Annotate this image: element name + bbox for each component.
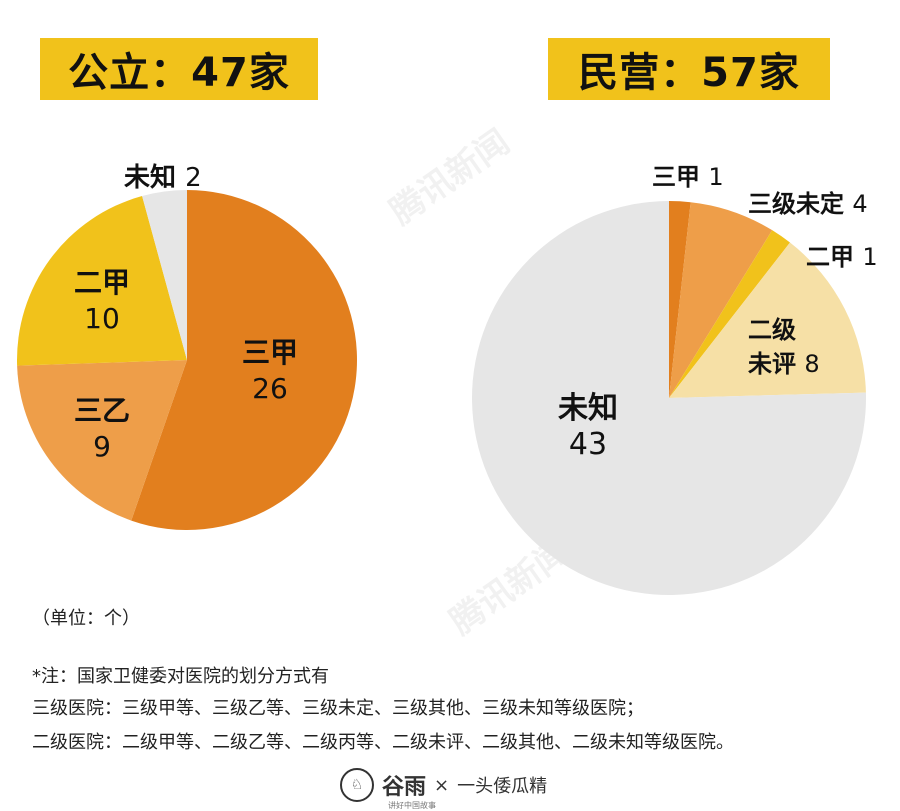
slice-value: 8 xyxy=(804,350,819,378)
pie-slice xyxy=(142,190,187,360)
note-line: 二级医院：二级甲等、二级乙等、二级丙等、二级未评、二级其他、二级未知等级医院。 xyxy=(32,732,734,753)
slice-value: 1 xyxy=(862,243,877,271)
slice-label: 二甲 1 xyxy=(806,243,878,271)
brand-subtitle: 讲好中国故事 xyxy=(388,801,436,810)
pie-slice xyxy=(17,196,188,366)
slice-label: 二甲 xyxy=(74,266,130,299)
pie-slice xyxy=(669,202,773,398)
slice-value: 9 xyxy=(93,430,111,463)
private-header: 民营：57家 xyxy=(548,38,830,100)
slice-value: 10 xyxy=(84,302,120,335)
pie-slice xyxy=(669,201,691,398)
slice-value: 26 xyxy=(252,372,288,405)
slice-label: 二级 xyxy=(748,316,796,344)
slice-label: 三级未定 4 xyxy=(748,190,868,218)
partner-name: 一头倭瓜精 xyxy=(457,776,548,797)
pie-slice xyxy=(471,201,866,596)
pie-slice xyxy=(131,190,358,530)
slice-value: 4 xyxy=(852,190,867,218)
pie-slice xyxy=(669,242,866,398)
footer: ♘ 谷雨 讲好中国故事 × 一头倭瓜精 xyxy=(340,768,548,810)
slice-value: 43 xyxy=(569,427,607,462)
public-header: 公立：47家 xyxy=(40,38,318,100)
slice-value: 2 xyxy=(185,163,202,193)
slice-label: 未知 xyxy=(558,391,618,426)
footer-separator: × xyxy=(434,774,450,796)
brand-name: 谷雨 xyxy=(382,774,427,800)
slice-label: 三乙 xyxy=(74,394,130,427)
pie-slice xyxy=(669,230,790,398)
unit-label: （单位：个） xyxy=(32,608,140,629)
note-line: *注：国家卫健委对医院的划分方式有 xyxy=(32,666,329,687)
slice-label: 三甲 1 xyxy=(652,163,724,191)
slice-value: 1 xyxy=(708,163,723,191)
slice-label: 三甲 xyxy=(242,336,298,369)
slice-label: 未知 2 xyxy=(124,163,202,193)
pie-slice xyxy=(17,360,187,521)
horse-logo-icon: ♘ xyxy=(340,768,374,802)
slice-label: 未评 8 xyxy=(748,350,820,378)
note-line: 三级医院：三级甲等、三级乙等、三级未定、三级其他、三级未知等级医院； xyxy=(32,698,644,719)
